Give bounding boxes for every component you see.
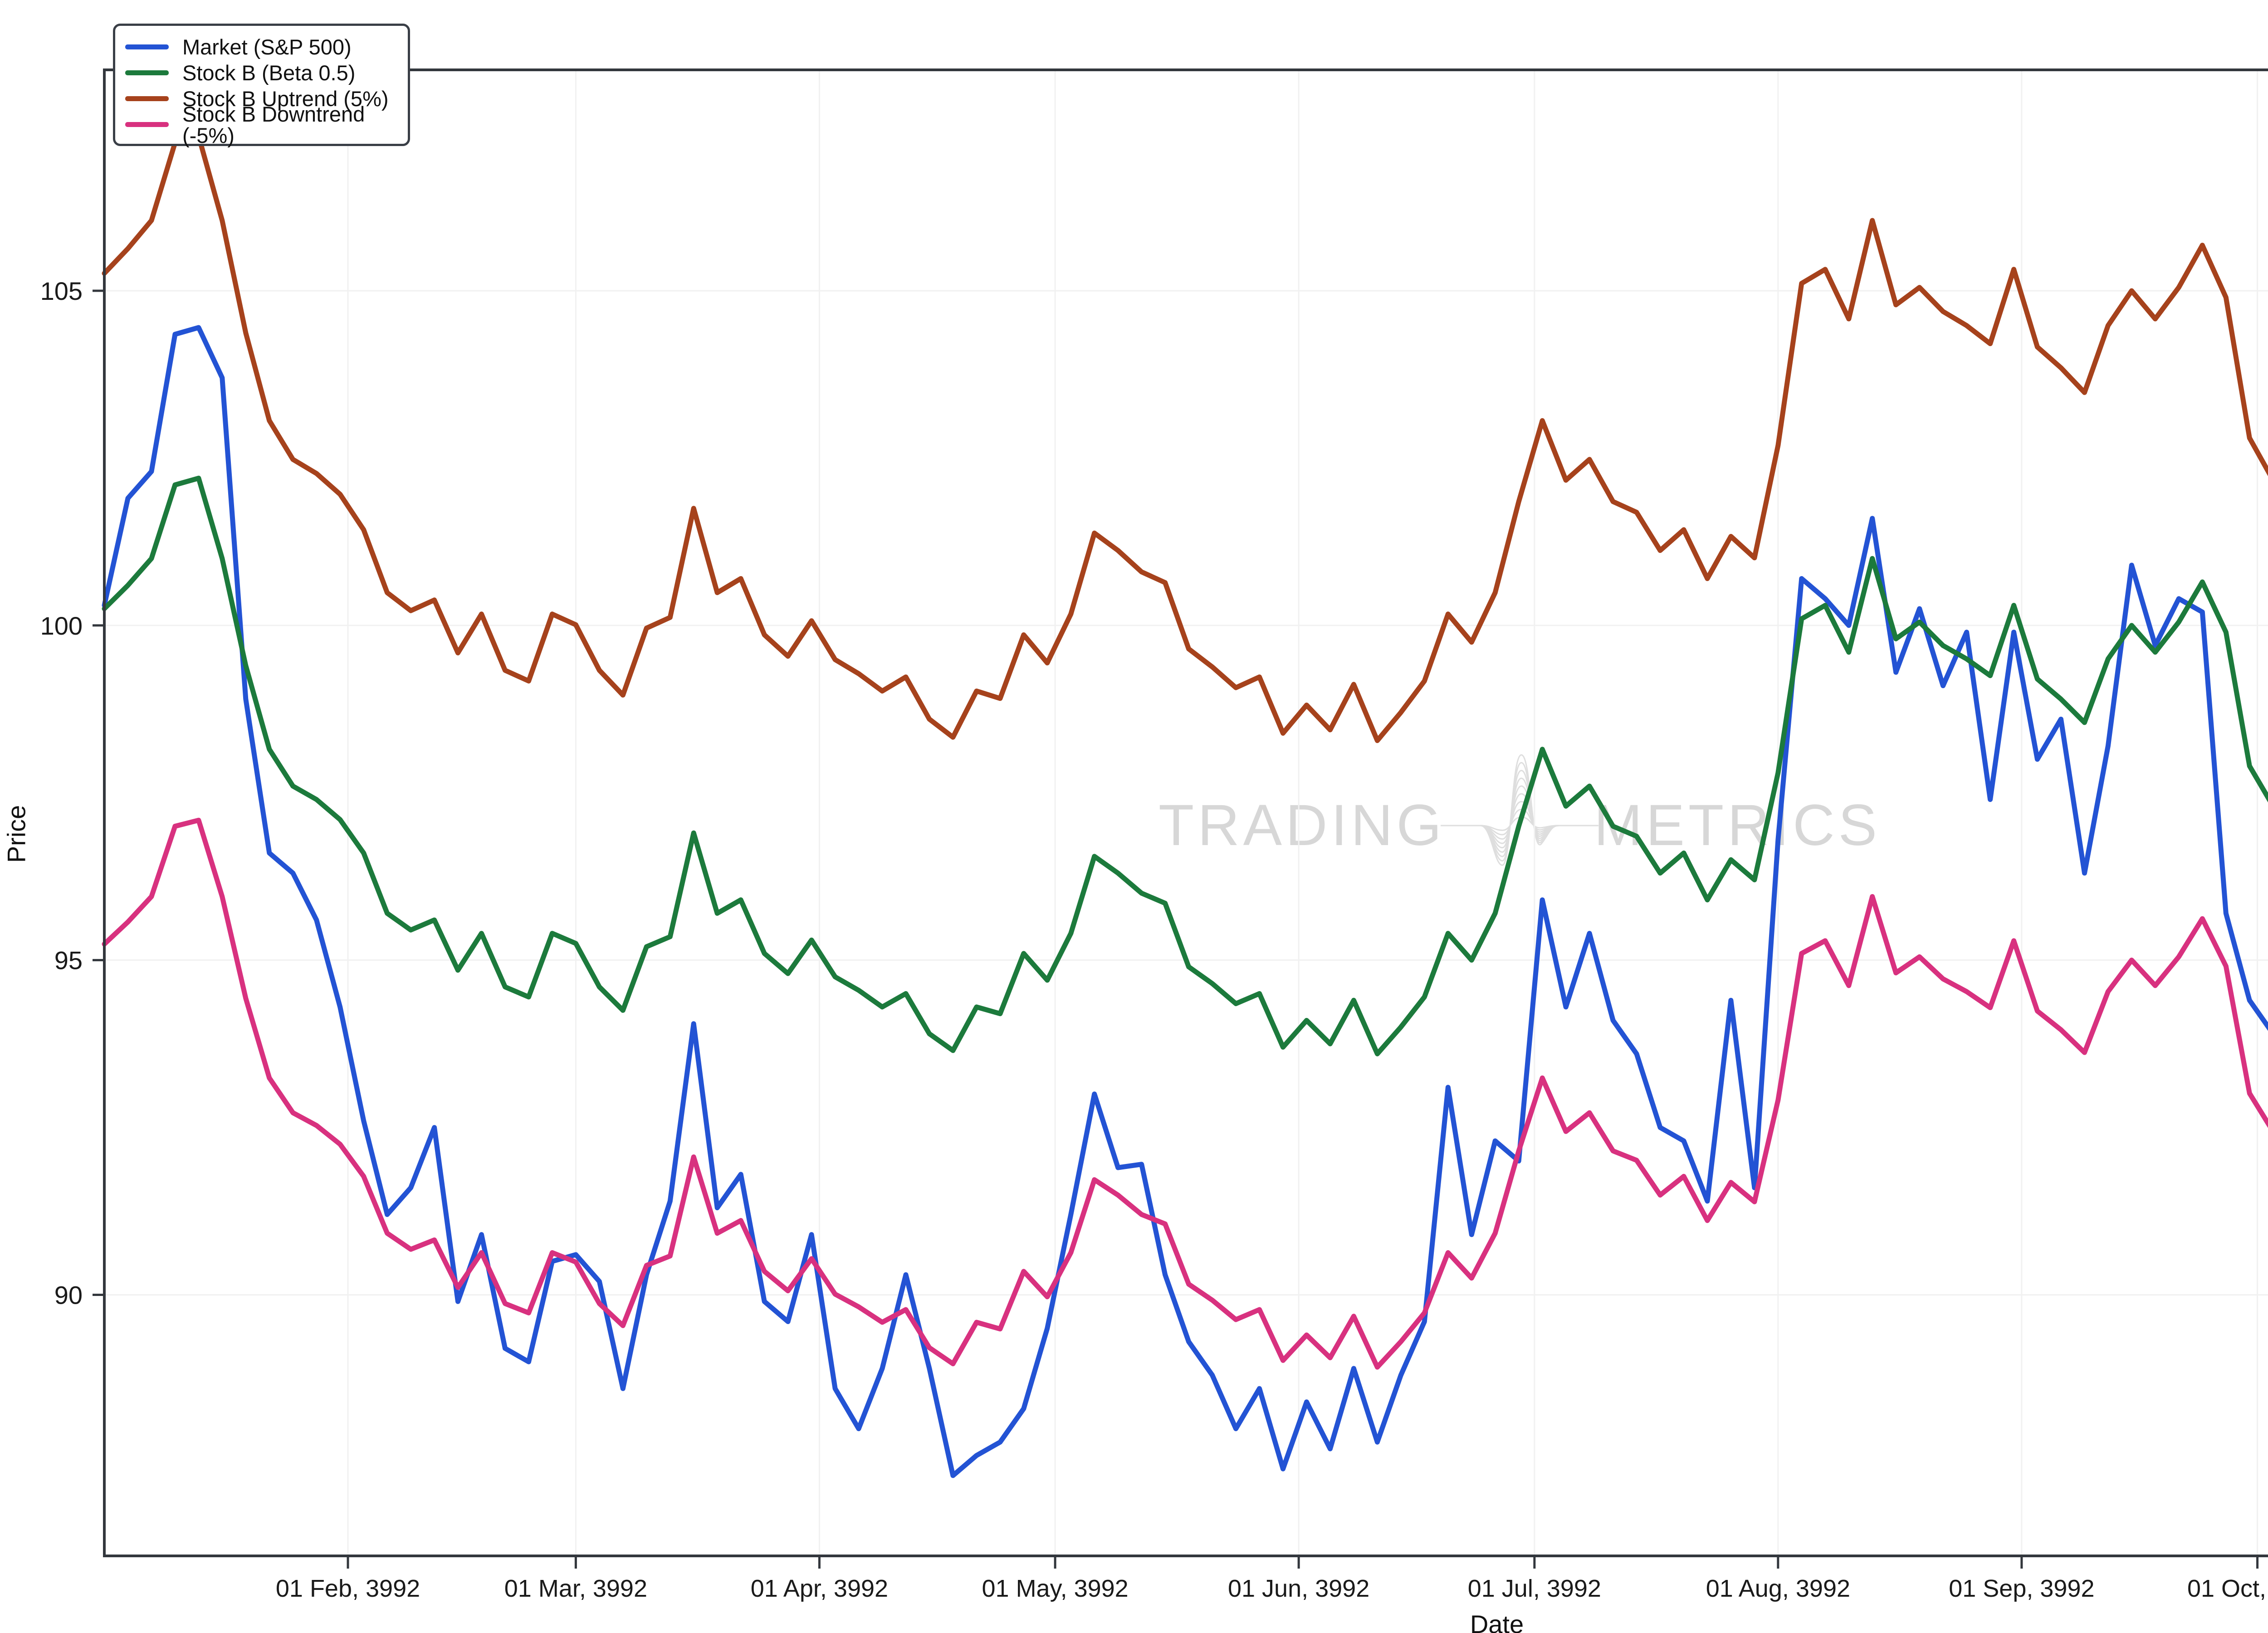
legend-swatch-icon — [125, 70, 169, 75]
y-tick-label: 100 — [40, 611, 83, 640]
legend-swatch-icon — [125, 44, 169, 49]
x-tick-label: 01 Feb, 3992 — [276, 1575, 420, 1602]
downtrend-line — [102, 817, 2268, 1370]
legend-item-market-line[interactable]: Market (S&P 500) — [115, 34, 408, 60]
stock-b-line — [102, 475, 2268, 1056]
legend: Market (S&P 500) Stock B (Beta 0.5) Stock … — [113, 24, 410, 146]
waveform-stroke — [1441, 777, 1598, 853]
waveform-stroke — [1441, 801, 1598, 840]
legend-item-stock-b-line[interactable]: Stock B (Beta 0.5) — [115, 60, 408, 86]
x-tick-label: 01 Oct, 3992 — [2187, 1575, 2268, 1602]
x-tick-label: 01 Apr, 3992 — [751, 1575, 888, 1602]
gridlines — [104, 70, 2268, 1556]
x-tick-label: 01 Aug, 3992 — [1706, 1575, 1850, 1602]
y-tick-label: 90 — [54, 1281, 83, 1309]
waveform-stroke — [1441, 762, 1598, 862]
legend-item-downtrend-line[interactable]: Stock B Downtrend (-5%) — [115, 103, 408, 146]
x-axis-title: Date — [1470, 1610, 1524, 1633]
x-tick-label: 01 Jun, 3992 — [1228, 1575, 1369, 1602]
waveform-stroke — [1441, 770, 1598, 857]
waveform-stroke — [1441, 793, 1598, 844]
waveform-stroke — [1441, 785, 1598, 849]
legend-item-label: Market (S&P 500) — [182, 35, 352, 59]
legend-item-label: Stock B (Beta 0.5) — [182, 61, 356, 85]
watermark-text-left: TRADING — [1158, 793, 1445, 858]
waveform-stroke — [1441, 754, 1598, 866]
legend-swatch-icon — [125, 122, 169, 127]
x-tick-label: 01 Jul, 3992 — [1468, 1575, 1601, 1602]
x-tick-label: 01 Mar, 3992 — [504, 1575, 647, 1602]
plot-border — [103, 68, 2268, 1557]
y-tick-label: 105 — [40, 277, 83, 305]
y-axis-title: Price — [2, 805, 31, 863]
legend-swatch-icon — [125, 96, 169, 101]
x-tick-label: 01 May, 3992 — [982, 1575, 1129, 1602]
y-tick-label: 95 — [54, 946, 83, 975]
uptrend-line — [102, 133, 2268, 743]
legend-item-label: Stock B Uptrend (5%) — [182, 87, 389, 111]
legend-item-uptrend-line[interactable]: Stock B Uptrend (5%) — [115, 86, 408, 112]
market-line — [102, 325, 2268, 1478]
axis-ticks: 90 95 100 105 01 Feb, 3992 01 Mar, 3992 01 Apr… — [40, 277, 2268, 1602]
legend-item-label: Stock B Downtrend (-5%) — [182, 102, 365, 147]
x-tick-label: 01 Sep, 3992 — [1949, 1575, 2094, 1602]
